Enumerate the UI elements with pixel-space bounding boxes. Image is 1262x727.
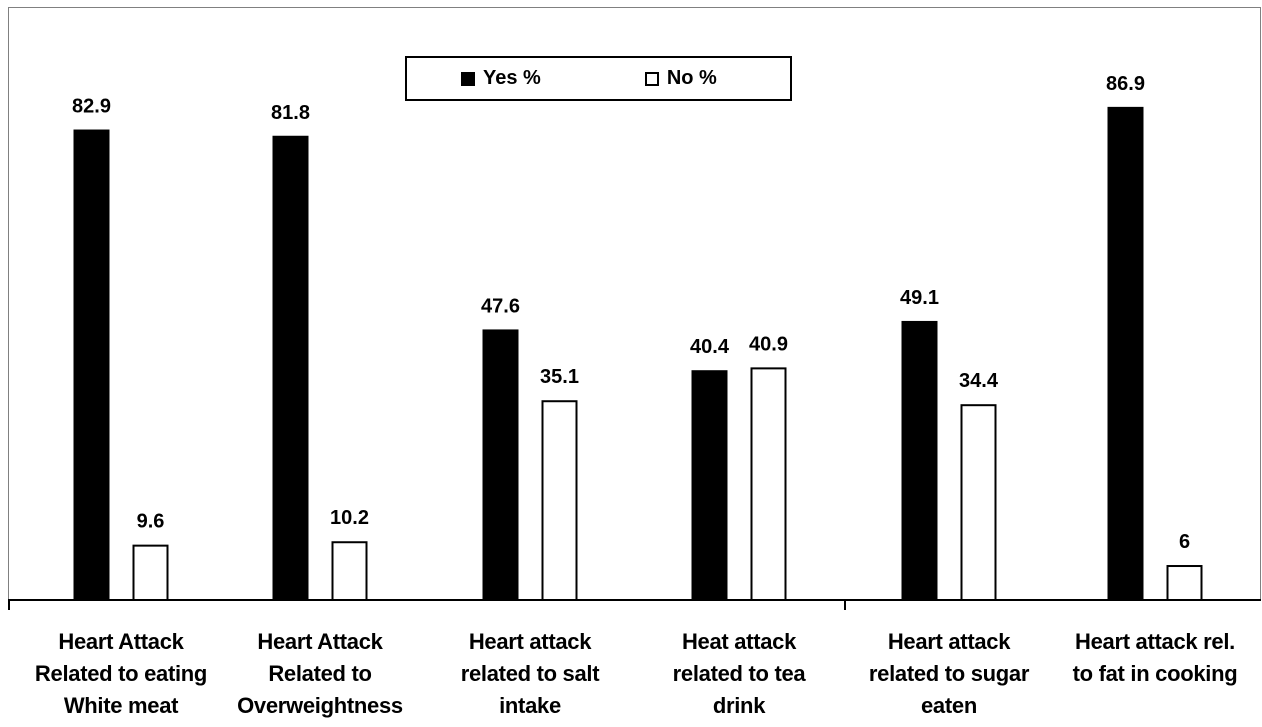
value-label-yes-0: 82.9	[72, 96, 111, 118]
bar-no-5	[1166, 565, 1203, 602]
bar-no-3	[750, 367, 787, 601]
value-label-yes-5: 86.9	[1106, 73, 1145, 95]
value-label-no-0: 9.6	[137, 511, 165, 533]
bar-no-1	[331, 541, 368, 601]
legend-item-no: No %	[644, 67, 717, 90]
bar-yes-2	[482, 329, 519, 601]
chart-frame	[8, 7, 1261, 600]
bar-yes-1	[272, 135, 309, 601]
category-label-0: Heart Attack Related to eating White mea…	[34, 629, 208, 718]
value-label-no-1: 10.2	[330, 507, 369, 529]
value-label-yes-4: 49.1	[900, 287, 939, 309]
value-label-no-5: 6	[1179, 531, 1190, 553]
bars-group	[73, 106, 1203, 602]
x-axis	[8, 599, 1261, 610]
category-label-4: Heart attack related to sugar eaten	[868, 629, 1030, 718]
bar-no-4	[960, 404, 997, 602]
legend-swatch-yes	[461, 71, 475, 86]
legend-item-yes: Yes %	[461, 67, 541, 90]
value-label-no-4: 34.4	[959, 370, 999, 392]
value-label-yes-1: 81.8	[271, 102, 310, 124]
value-label-no-3: 40.9	[749, 333, 788, 355]
legend-label-yes: Yes %	[483, 67, 541, 89]
bar-yes-3	[691, 370, 728, 601]
category-label-1: Heart Attack Related to Overweightness	[237, 629, 403, 718]
bar-yes-4	[901, 320, 938, 601]
legend: Yes % No %	[405, 56, 792, 101]
legend-label-no: No %	[666, 67, 717, 89]
bar-yes-5	[1107, 106, 1144, 602]
category-label-2: Heart attack related to salt intake	[460, 629, 600, 718]
value-labels-group: 82.9 9.6 81.8 10.2 47.6 35.1 40.4 40.9 49.1 34.4 8…	[72, 73, 1190, 553]
value-label-no-2: 35.1	[540, 366, 579, 388]
value-label-yes-3: 40.4	[690, 336, 730, 358]
legend-swatch-no	[644, 71, 659, 86]
category-label-5: Heart attack rel. to fat in cooking	[1072, 629, 1238, 686]
bar-yes-0	[73, 129, 110, 601]
bar-no-2	[541, 400, 578, 602]
category-label-3: Heat attack related to tea drink	[672, 629, 806, 718]
bar-no-0	[132, 544, 169, 602]
value-label-yes-2: 47.6	[481, 295, 520, 317]
